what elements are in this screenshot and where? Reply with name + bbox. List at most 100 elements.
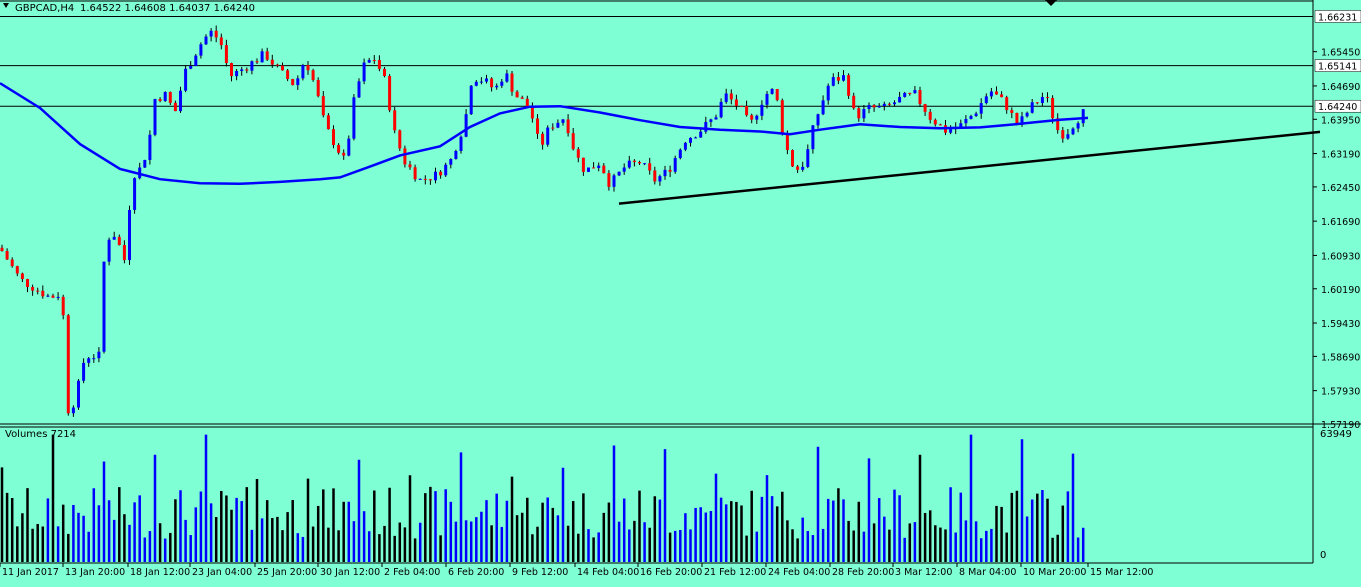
candle-body	[643, 163, 647, 165]
candle-body	[61, 296, 65, 316]
candle-body	[1035, 102, 1039, 104]
candle-body	[867, 105, 871, 109]
price-tick-label: 1.60930	[1321, 251, 1360, 262]
candle-body	[148, 134, 152, 160]
candle-body	[77, 380, 80, 408]
price-tick-label: 1.64690	[1321, 82, 1360, 93]
candle-body	[847, 75, 851, 96]
candle-body	[372, 59, 376, 61]
candle-body	[434, 171, 437, 181]
candle-body	[556, 122, 560, 128]
candle-body	[479, 81, 483, 83]
time-tick-label: 28 Feb 20:00	[832, 567, 894, 578]
candle-body	[791, 150, 794, 167]
candle-body	[893, 102, 896, 105]
candle-body	[903, 92, 907, 97]
hline-label: 1.64240	[1318, 102, 1357, 113]
candle-body	[668, 169, 672, 172]
candle-body	[235, 70, 239, 77]
candle-body	[765, 93, 769, 105]
time-tick-label: 13 Jan 20:00	[65, 567, 125, 578]
chart-shift-marker-icon[interactable]	[1045, 0, 1057, 6]
candle-body	[82, 362, 86, 381]
time-tick-label: 30 Jan 12:00	[320, 567, 380, 578]
candle-body	[536, 118, 539, 134]
candle-body	[107, 239, 111, 262]
candle-body	[194, 55, 198, 66]
candle-body	[546, 127, 550, 145]
candle-body	[143, 159, 147, 168]
candle-body	[836, 77, 840, 81]
candle-body	[1040, 97, 1044, 103]
candle-body	[887, 103, 891, 105]
candle-body	[209, 30, 213, 37]
time-tick-label: 21 Feb 12:00	[704, 567, 766, 578]
candle-body	[775, 88, 779, 101]
hline-label-box	[1314, 99, 1361, 113]
candle-body	[561, 119, 565, 123]
candle-body	[214, 30, 218, 38]
candle-body	[347, 138, 351, 156]
price-tick-label: 1.63950	[1321, 115, 1360, 126]
candle-body	[938, 124, 942, 126]
candle-body	[454, 150, 458, 160]
candle-body	[199, 44, 203, 56]
candle-body	[627, 160, 631, 168]
price-tick-label: 1.65450	[1321, 48, 1360, 59]
candle-body	[796, 166, 800, 170]
candle-body	[811, 125, 815, 150]
time-tick-label: 25 Jan 20:00	[257, 567, 317, 578]
candle-body	[1015, 112, 1019, 125]
candle-body	[551, 127, 555, 129]
candle-body	[281, 65, 284, 71]
candle-body	[689, 137, 692, 143]
price-tick-label: 1.61690	[1321, 217, 1360, 228]
candle-body	[602, 165, 606, 174]
candle-body	[566, 119, 570, 134]
candle-body	[255, 61, 259, 63]
candle-body	[964, 118, 968, 124]
candle-body	[500, 81, 504, 86]
price-tick-label: 1.63190	[1321, 150, 1360, 161]
header-collapse-icon[interactable]	[3, 3, 9, 8]
candle-body	[984, 96, 988, 104]
candle-body	[459, 136, 463, 151]
candle-body	[270, 59, 274, 65]
candle-body	[719, 101, 723, 118]
candle-body	[989, 91, 993, 97]
candle-body	[898, 96, 902, 103]
candle-body	[882, 103, 886, 106]
candle-body	[1010, 110, 1014, 113]
candle-body	[1046, 97, 1049, 99]
candle-body	[683, 142, 687, 150]
candle-body	[189, 65, 193, 69]
candle-body	[658, 176, 662, 182]
candle-body	[857, 108, 861, 119]
candle-body	[510, 73, 514, 92]
candle-body	[806, 149, 810, 167]
candle-body	[439, 171, 443, 176]
candle-body	[26, 279, 29, 288]
moving-average-line	[0, 82, 1089, 186]
time-tick-label: 11 Jan 2017	[2, 567, 59, 578]
candle-body	[1025, 112, 1029, 117]
trendline-layer	[618, 130, 1321, 205]
triangle-down-icon[interactable]	[3, 3, 9, 8]
candle-body	[821, 100, 825, 115]
moving-average-layer	[0, 82, 1089, 186]
candles-layer	[0, 25, 1085, 417]
candle-body	[362, 62, 366, 82]
candle-body	[158, 99, 162, 102]
horizontal-lines	[0, 15, 1313, 107]
candle-body	[979, 103, 983, 114]
candle-body	[326, 115, 330, 130]
candle-body	[995, 91, 998, 95]
price-tick-label: 1.58690	[1321, 352, 1360, 363]
candle-body	[740, 105, 743, 107]
candle-body	[316, 79, 320, 97]
candle-body	[918, 90, 922, 105]
time-tick-label: 23 Jan 04:00	[192, 567, 252, 578]
candle-body	[5, 251, 9, 260]
trendline[interactable]	[618, 130, 1321, 205]
